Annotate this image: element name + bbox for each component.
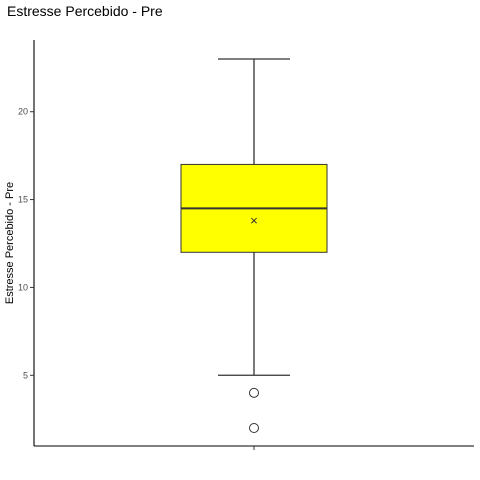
y-axis-label: Estresse Percebido - Pre bbox=[4, 182, 16, 304]
y-tick-label: 15 bbox=[18, 195, 28, 205]
chart-title: Estresse Percebido - Pre bbox=[7, 3, 163, 19]
y-tick-label: 5 bbox=[23, 370, 28, 380]
plot-area: 5 10 15 20 bbox=[18, 40, 474, 450]
outlier-point bbox=[249, 423, 259, 433]
outlier-point bbox=[249, 387, 259, 398]
mean-marker bbox=[251, 217, 257, 224]
y-tick-label: 10 bbox=[18, 282, 28, 292]
y-tick-label: 20 bbox=[18, 107, 28, 117]
